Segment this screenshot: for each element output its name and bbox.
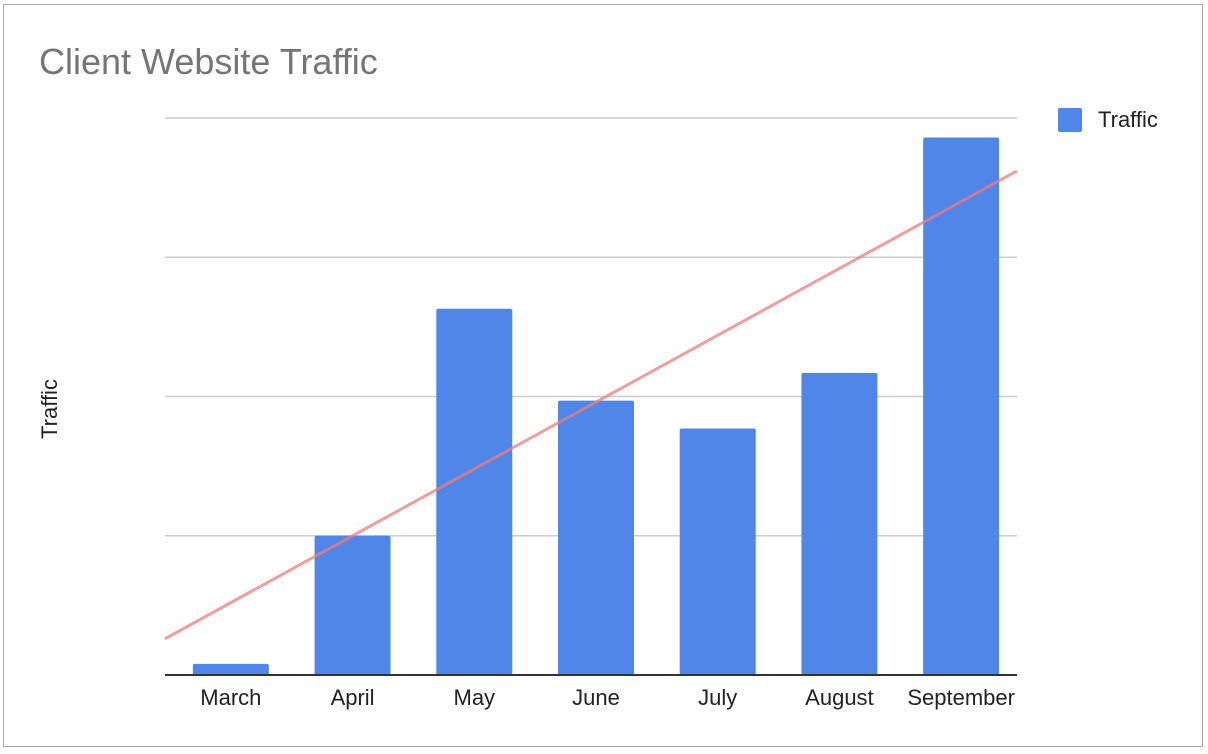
chart-title: Client Website Traffic [39, 41, 378, 82]
x-tick-label: May [454, 685, 496, 710]
legend-label-traffic: Traffic [1098, 107, 1158, 132]
x-tick-label: September [907, 685, 1015, 710]
x-tick-label: June [572, 685, 620, 710]
trendline [164, 169, 1018, 641]
legend-swatch-traffic [1058, 108, 1082, 132]
bar-march [192, 663, 269, 675]
bar-june [558, 400, 634, 675]
bar-august [801, 372, 878, 675]
bar-september [923, 137, 1000, 675]
bar-july [679, 428, 756, 675]
x-tick-label: March [200, 685, 261, 710]
trendline-group [164, 169, 1018, 641]
x-tick-label: July [698, 685, 737, 710]
x-tick-label: April [331, 685, 375, 710]
legend: Traffic [1058, 107, 1158, 132]
bar-may [436, 308, 513, 675]
y-axis-label: Traffic [37, 379, 62, 439]
bar-april [314, 535, 391, 675]
x-tick-label: August [805, 685, 874, 710]
bar-series [192, 137, 1000, 675]
x-axis-tick-labels: March April May June July August September [200, 685, 1015, 710]
